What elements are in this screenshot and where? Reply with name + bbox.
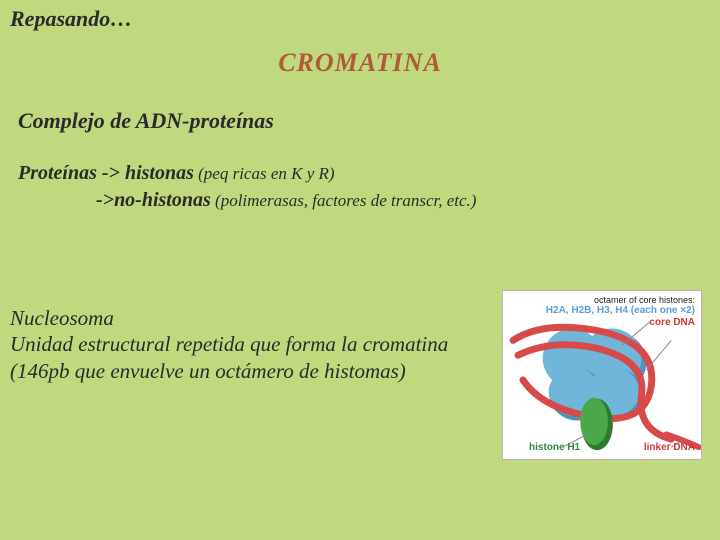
diagram-caption-histones: H2A, H2B, H3, H4 (each one ×2) <box>546 305 695 317</box>
proteins-line1-rest: (peq ricas en K y R) <box>194 164 335 183</box>
subtitle: Complejo de ADN-proteínas <box>18 108 274 134</box>
nucleosome-line2: Unidad estructural repetida que forma la… <box>10 331 480 357</box>
proteins-line1-key: histonas <box>125 162 194 184</box>
diagram-caption-linker: linker DNA <box>644 442 695 453</box>
header-text: Repasando… <box>10 6 132 32</box>
page-title: CROMATINA <box>0 48 720 78</box>
proteins-line2-key: no-histonas <box>114 189 211 211</box>
proteins-line2-rest: (polimerasas, factores de transcr, etc.) <box>211 191 477 210</box>
proteins-line1-lead: Proteínas -> <box>18 162 125 184</box>
nucleosome-line3: (146pb que envuelve un octámero de histo… <box>10 358 480 384</box>
proteins-block: Proteínas -> histonas (peq ricas en K y … <box>18 160 476 214</box>
nucleosome-line1: Nucleosoma <box>10 305 480 331</box>
diagram-caption-coredna: core DNA <box>546 317 695 329</box>
diagram-caption-h1: histone H1 <box>529 442 580 453</box>
diagram-caption-top: octamer of core histones: H2A, H2B, H3, … <box>546 295 695 328</box>
diagram-caption-octamer: octamer of core histones: <box>546 295 695 305</box>
proteins-line2-lead: -> <box>96 189 114 211</box>
nucleosome-block: Nucleosoma Unidad estructural repetida q… <box>10 305 480 384</box>
nucleosome-diagram: octamer of core histones: H2A, H2B, H3, … <box>502 290 702 460</box>
